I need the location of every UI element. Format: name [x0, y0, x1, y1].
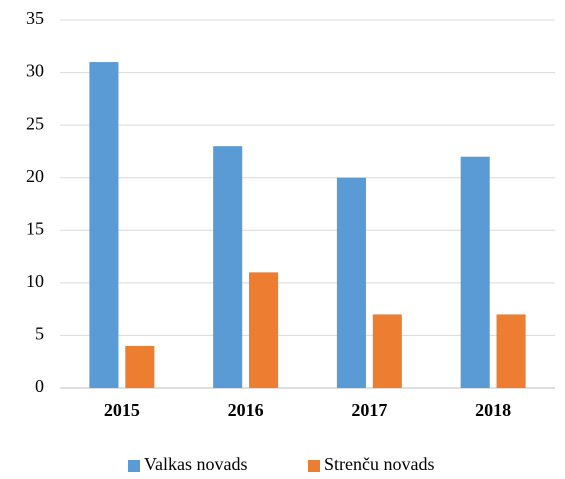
legend-swatch	[308, 460, 320, 472]
y-tick-label: 35	[26, 8, 44, 28]
x-tick-label: 2016	[228, 400, 264, 420]
legend-swatch	[128, 460, 140, 472]
bar	[336, 177, 366, 388]
bar	[496, 314, 526, 388]
x-tick-label: 2017	[351, 400, 387, 420]
bar	[460, 156, 490, 388]
bar	[249, 272, 279, 388]
y-tick-label: 15	[26, 218, 44, 238]
bar	[89, 62, 119, 389]
legend-label: Valkas novads	[144, 454, 247, 474]
y-tick-label: 20	[26, 166, 44, 186]
y-tick-label: 5	[35, 324, 44, 344]
bar	[372, 314, 402, 388]
y-tick-label: 30	[26, 61, 44, 81]
bar	[213, 146, 243, 388]
x-tick-label: 2018	[475, 400, 511, 420]
legend-label: Strenču novads	[324, 454, 434, 474]
y-tick-label: 10	[26, 271, 44, 291]
bar	[125, 345, 155, 388]
x-tick-label: 2015	[104, 400, 140, 420]
y-tick-label: 0	[35, 376, 44, 396]
y-tick-label: 25	[26, 113, 44, 133]
